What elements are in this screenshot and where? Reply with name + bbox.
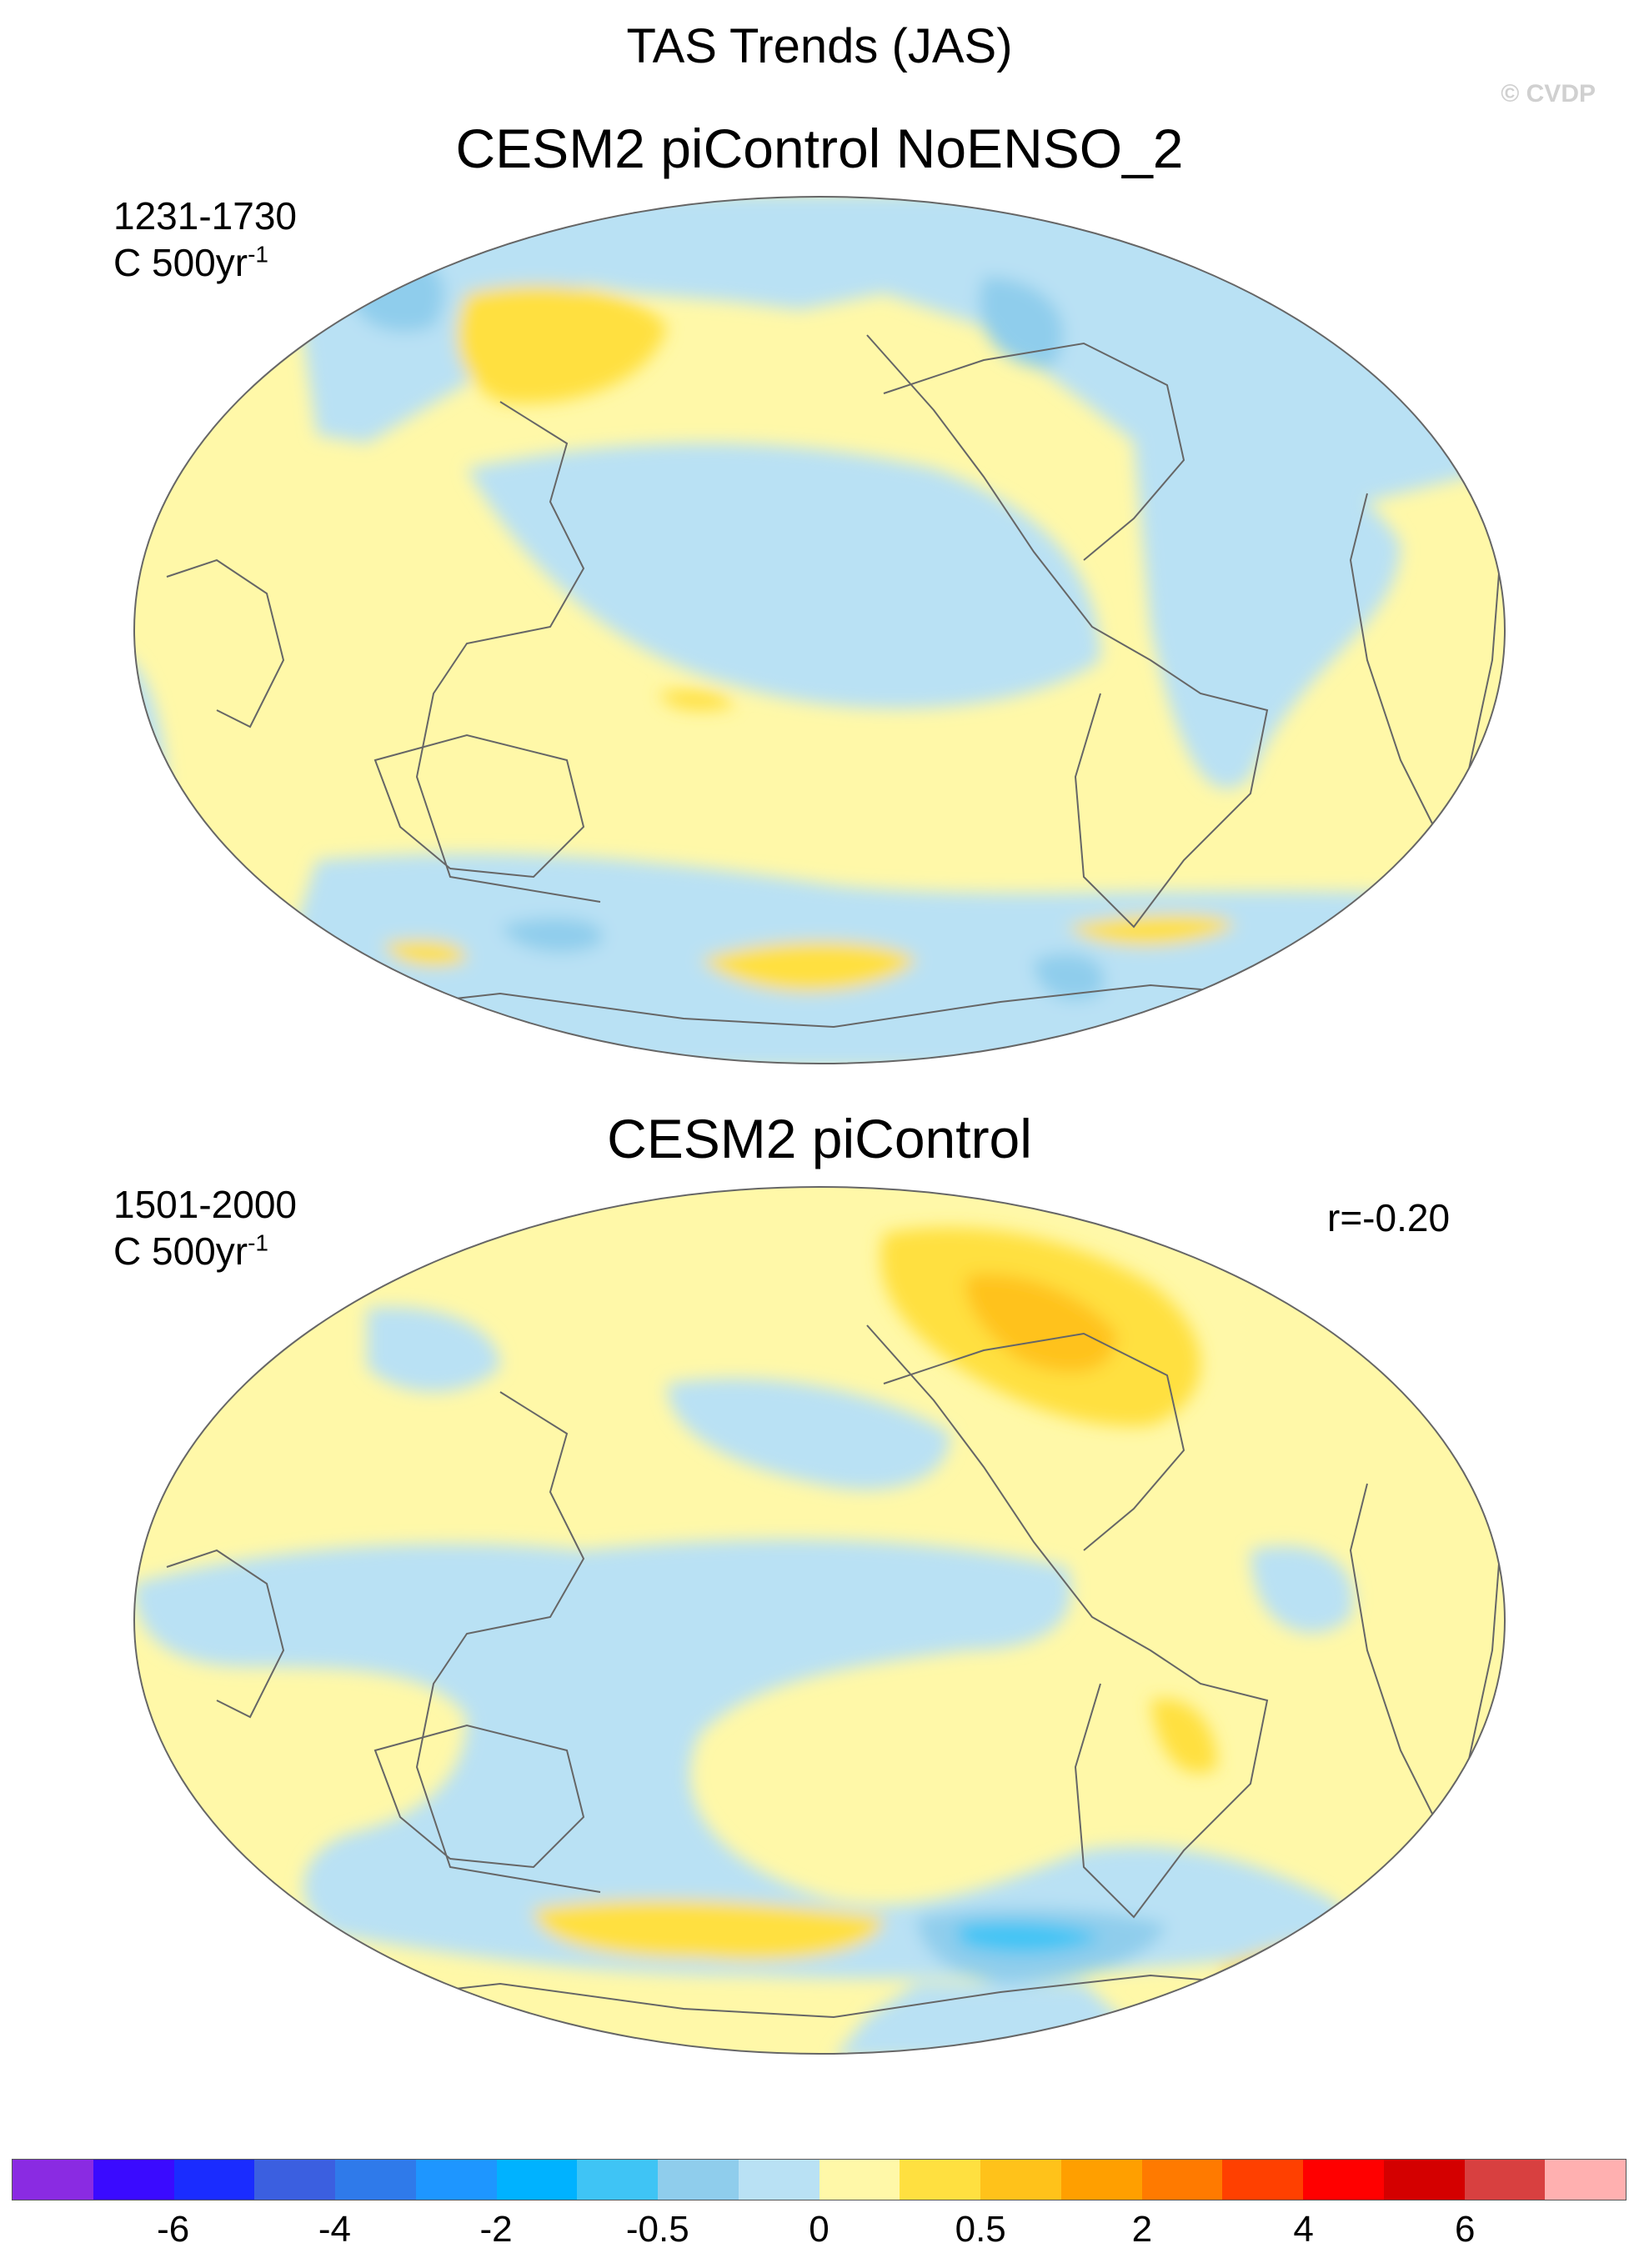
colorbar-swatch (254, 2160, 335, 2200)
colorbar-swatch (819, 2160, 900, 2200)
panel-2-units: C 500yr-1 (113, 1229, 268, 1273)
colorbar-tick-label: 0.5 (955, 2209, 1006, 2250)
panel-2-warm-region (534, 1900, 884, 1961)
panel-1-cool-region (979, 277, 1064, 368)
panel-2-warm-region (1150, 1699, 1217, 1774)
figure-title: TAS Trends (JAS) (626, 19, 1013, 73)
colorbar-swatch (1222, 2160, 1303, 2200)
colorbar-tick-label: 0 (809, 2209, 830, 2250)
colorbar-swatch (980, 2160, 1061, 2200)
panel-1-map-border (133, 196, 1506, 1064)
panel-2-map-border (133, 1186, 1506, 2055)
panel-1-cool-region (500, 918, 604, 953)
panel-2-title: CESM2 piControl (607, 1108, 1032, 1169)
panel-1-period: 1231-1730 (113, 194, 297, 238)
panel-1-coastlines (166, 334, 1502, 1029)
panel-1-warm-region (659, 689, 734, 710)
panel-2-cool-region (134, 1539, 1347, 1979)
colorbar-tick-label: -0.5 (625, 2209, 689, 2250)
colorbar-swatch (415, 2160, 497, 2200)
colorbar-swatch (900, 2160, 980, 2200)
panel-2-cool-region (367, 1307, 500, 1392)
panel-2-map (133, 1186, 1506, 2055)
panel-1-warm-region (1067, 914, 1234, 946)
panel-1-title: CESM2 piControl NoENSO_2 (455, 118, 1184, 179)
colorbar-swatch (738, 2160, 820, 2200)
colorbar-swatch (1060, 2160, 1142, 2200)
colorbar-swatch (658, 2160, 739, 2200)
panel-1-cool-region (134, 197, 1501, 510)
panel-1-cool-region (1034, 954, 1105, 1000)
copyright-label: © CVDP (1501, 80, 1596, 108)
colorbar-tick-label: 4 (1293, 2209, 1314, 2250)
panel-2-cool-region (667, 1378, 950, 1490)
colorbar-swatch (1545, 2160, 1626, 2200)
panel-2-correlation: r=-0.20 (1327, 1196, 1451, 1239)
colorbar-swatch (1141, 2160, 1223, 2200)
panel-1-map (133, 196, 1506, 1064)
panel-1-warm-region (383, 940, 467, 967)
panel-2-warm-region (965, 1274, 1117, 1373)
colorbar-swatch (13, 2160, 93, 2200)
panel-1-warm-region (457, 285, 667, 403)
colorbar-tick-label: 6 (1455, 2209, 1476, 2250)
colorbar-tick-label: -2 (479, 2209, 513, 2250)
colorbar-swatch (496, 2160, 578, 2200)
panel-2-cool-region (1251, 1545, 1354, 1634)
panel-1-warm-region (700, 941, 917, 992)
panel-2-period: 1501-2000 (113, 1183, 297, 1226)
panel-1-cool-region (467, 443, 1100, 709)
panel-1-units: C 500yr-1 (113, 241, 268, 284)
colorbar-tick-label: 2 (1131, 2209, 1153, 2250)
panel-1-cool-region (1134, 433, 1401, 789)
colorbar-tick-label: -4 (318, 2209, 351, 2250)
panel-2-cool-region (959, 1921, 1100, 1953)
colorbar-swatch (173, 2160, 255, 2200)
colorbar-swatch (93, 2160, 174, 2200)
colorbar-swatch (1464, 2160, 1546, 2200)
colorbar (12, 2159, 1626, 2200)
colorbar-swatch (1383, 2160, 1465, 2200)
colorbar-swatch (577, 2160, 658, 2200)
colorbar-tick-label: -6 (157, 2209, 190, 2250)
colorbar-swatch (1303, 2160, 1384, 2200)
colorbar-swatch (335, 2160, 416, 2200)
